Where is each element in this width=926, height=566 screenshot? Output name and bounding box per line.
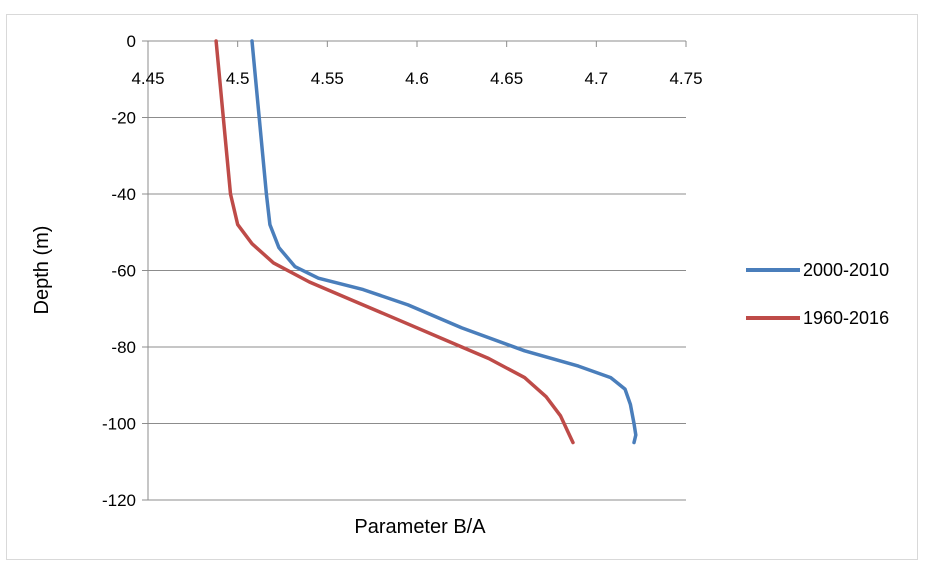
- x-tick-label: 4.55: [311, 69, 344, 88]
- x-tick-label: 4.65: [490, 69, 523, 88]
- legend-label-1960-2016: 1960-2016: [803, 308, 889, 328]
- x-tick-label: 4.75: [669, 69, 702, 88]
- y-tick-label: -80: [111, 338, 136, 357]
- x-tick-label: 4.7: [585, 69, 609, 88]
- series-line-2000-2010: [250, 39, 638, 445]
- y-tick-label: -100: [102, 415, 136, 434]
- x-tick-label: 4.6: [405, 69, 429, 88]
- x-tick-label: 4.5: [226, 69, 250, 88]
- x-tick-label: 4.45: [131, 69, 164, 88]
- axes: 0 -20 -40 -60 -80 -100 -120 4.45 4.5 4.55 4.6 4.65 4…: [102, 32, 703, 510]
- series-lines: [214, 39, 638, 445]
- y-tick-label: -120: [102, 491, 136, 510]
- chart-frame: [6, 14, 918, 560]
- legend-label-2000-2010: 2000-2010: [803, 260, 889, 280]
- x-axis-title: Parameter B/A: [354, 516, 486, 538]
- y-tick-label: -60: [111, 262, 136, 281]
- gridlines: [148, 117, 686, 501]
- y-tick-label: 0: [127, 32, 136, 51]
- y-axis-title: Depth (m): [31, 226, 53, 315]
- y-tick-label: -40: [111, 185, 136, 204]
- series-line-1960-2016: [214, 39, 575, 445]
- legend: 2000-2010 1960-2016: [746, 260, 889, 328]
- y-tick-label: -20: [111, 109, 136, 128]
